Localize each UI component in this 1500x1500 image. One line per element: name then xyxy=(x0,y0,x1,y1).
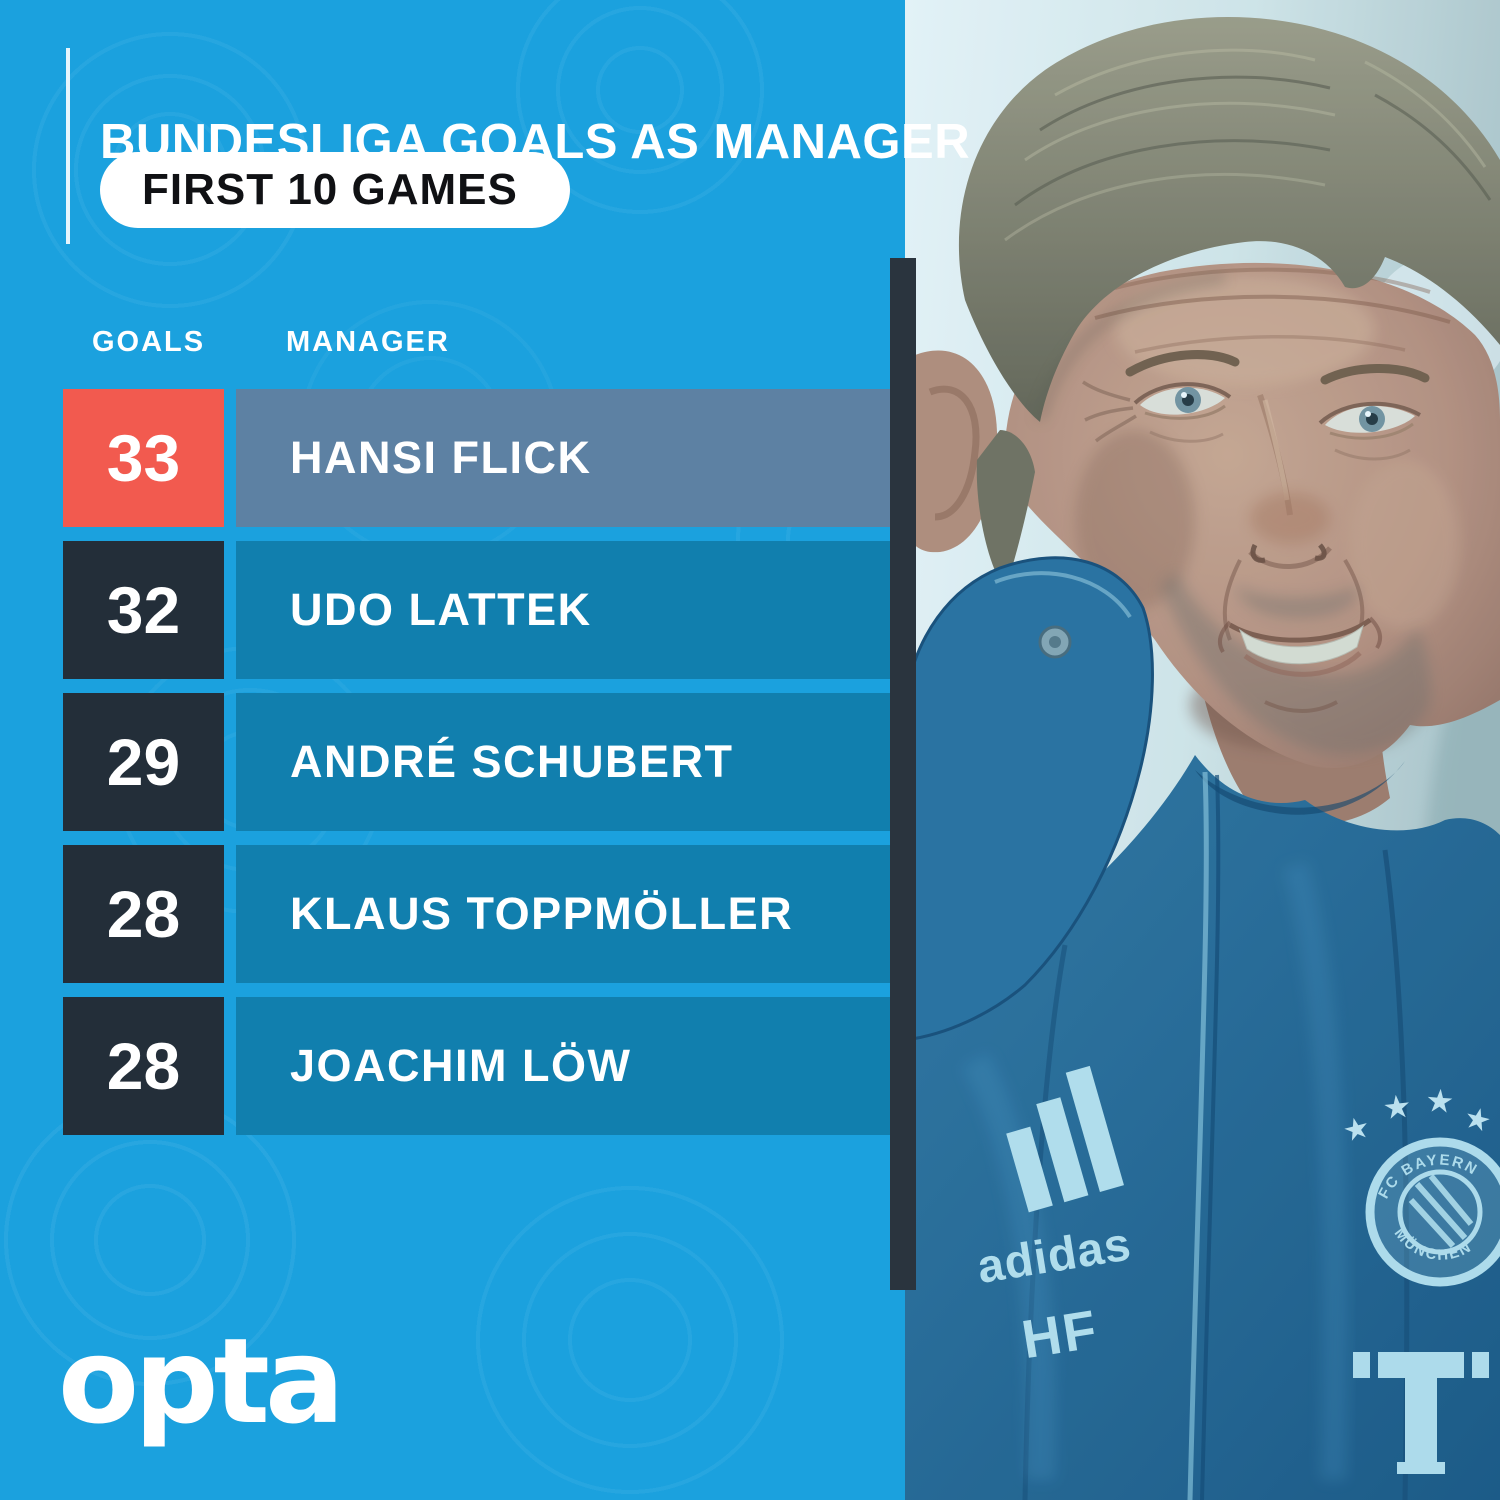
goals-cell: 32 xyxy=(63,541,224,679)
zipper xyxy=(1187,771,1209,1500)
accent-line xyxy=(66,48,70,244)
sideburn xyxy=(976,430,1035,590)
goals-cell: 33 xyxy=(63,389,224,527)
goals-cell: 29 xyxy=(63,693,224,831)
jacket-collar xyxy=(903,556,1154,1042)
hansi-flick-photo: adidas HF ★ ★ ★ ★ FC BAYERN xyxy=(899,0,1500,1500)
divider-bar xyxy=(890,258,916,1290)
eyebrow xyxy=(1125,350,1240,377)
hair xyxy=(958,17,1500,422)
star-icon: ★ xyxy=(1424,1082,1455,1120)
subtitle-label: FIRST 10 GAMES xyxy=(142,165,518,214)
column-header-goals: GOALS xyxy=(92,326,206,358)
manager-cell: JOACHIM LÖW xyxy=(236,997,890,1135)
eyes xyxy=(1133,382,1421,440)
mouth xyxy=(1217,616,1383,713)
star-icon: ★ xyxy=(1381,1088,1413,1127)
table-row: 28 JOACHIM LÖW xyxy=(63,997,890,1135)
table-row: 32 UDO LATTEK xyxy=(63,541,890,679)
ear xyxy=(899,350,998,553)
hansi-flick-portrait: adidas HF ★ ★ ★ ★ FC BAYERN xyxy=(899,0,1500,1500)
telekom-logo xyxy=(1353,1352,1489,1474)
manager-cell: ANDRÉ SCHUBERT xyxy=(236,693,890,831)
eyebrow xyxy=(1320,364,1430,385)
jacket-initials: HF xyxy=(1018,1299,1102,1370)
manager-cell: KLAUS TOPPMÖLLER xyxy=(236,845,890,983)
manager-cell: UDO LATTEK xyxy=(236,541,890,679)
table-row: 29 ANDRÉ SCHUBERT xyxy=(63,693,890,831)
subtitle-pill: FIRST 10 GAMES xyxy=(100,152,570,228)
opta-logo: opta xyxy=(58,1312,345,1450)
goals-cell: 28 xyxy=(63,997,224,1135)
goals-cell: 28 xyxy=(63,845,224,983)
bayern-crest: ★ ★ ★ ★ FC BAYERN MÜNCHEN xyxy=(1339,1082,1500,1287)
manager-cell: HANSI FLICK xyxy=(236,389,890,527)
column-header-manager: MANAGER xyxy=(286,326,450,358)
table-row: 33 HANSI FLICK xyxy=(63,389,890,527)
table-row: 28 KLAUS TOPPMÖLLER xyxy=(63,845,890,983)
